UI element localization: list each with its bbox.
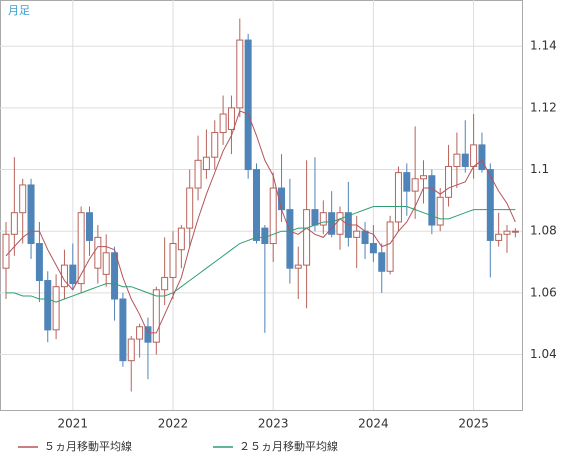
x-tick-label: 2024 (358, 417, 389, 431)
candle-body (303, 209, 311, 266)
candle-body (369, 243, 377, 254)
plot-area (0, 0, 523, 411)
candle-body (19, 184, 27, 214)
candle-body (27, 184, 35, 245)
x-tick-label: 2025 (458, 417, 489, 431)
candle-body (394, 172, 402, 223)
candle-body (136, 326, 144, 340)
candle-body (186, 187, 194, 229)
candle-body (286, 209, 294, 269)
candle-body (378, 252, 386, 272)
candle-body (319, 212, 327, 226)
candle-body (77, 212, 85, 285)
candle-body (94, 236, 102, 269)
x-tick-label: 2021 (58, 417, 89, 431)
x-tick-label: 2023 (258, 417, 289, 431)
candle-body (470, 144, 478, 167)
y-tick-label: 1.1 (530, 162, 549, 176)
candle-body (169, 243, 177, 278)
y-tick-label: 1.06 (530, 285, 557, 299)
candle-body (127, 338, 135, 362)
candle-body (44, 280, 52, 331)
candle-body (244, 39, 252, 171)
candle-body (486, 169, 494, 241)
candle-body (2, 233, 10, 269)
candle-body (445, 165, 453, 198)
candle-body (461, 153, 469, 167)
candle-body (219, 113, 227, 134)
candle-body (428, 175, 436, 226)
candle-body (86, 212, 93, 241)
candle-body (411, 178, 419, 192)
candle-body (420, 175, 427, 180)
candle-body (269, 187, 277, 245)
candle-body (177, 227, 185, 251)
candle-body (102, 252, 110, 275)
candle-body (436, 196, 444, 226)
candle-body (361, 230, 369, 245)
candle-body (236, 39, 244, 109)
candle-body (311, 209, 319, 226)
candle-body (227, 107, 235, 130)
candle-body (495, 233, 503, 241)
candle-body (144, 326, 152, 343)
candle-body (211, 132, 219, 158)
x-tick-label: 2022 (158, 417, 189, 431)
candle-body (194, 159, 202, 189)
y-tick-label: 1.04 (530, 347, 557, 361)
candle-body (161, 276, 169, 291)
candle-body (152, 289, 160, 343)
candle-body (119, 298, 127, 362)
y-tick-label: 1.14 (530, 39, 557, 53)
candle-body (202, 156, 210, 171)
candle-body (69, 264, 77, 285)
candle-body (478, 144, 486, 171)
legend-label: ２５ヵ月移動平均線 (239, 439, 338, 453)
y-tick-label: 1.08 (530, 224, 557, 238)
y-tick-label: 1.12 (530, 100, 557, 114)
candle-body (278, 187, 286, 211)
candle-body (261, 227, 269, 245)
candle-body (52, 286, 60, 331)
candle-body (294, 264, 302, 269)
candle-body (511, 230, 519, 233)
candle-body (35, 243, 43, 282)
candle-body (403, 172, 411, 192)
candle-body (111, 252, 119, 300)
candle-body (353, 230, 361, 238)
candle-body (503, 230, 511, 235)
candle-body (328, 212, 336, 235)
chart-title: 月足 (8, 4, 30, 17)
moving-average-line (5, 110, 516, 334)
candle-body (10, 212, 18, 235)
candle-body (253, 169, 260, 241)
candle-body (336, 212, 344, 235)
legend-label: ５ヵ月移動平均線 (44, 439, 132, 453)
candle-body (386, 221, 394, 272)
moving-average-line (6, 206, 516, 303)
candle-body (453, 153, 461, 167)
